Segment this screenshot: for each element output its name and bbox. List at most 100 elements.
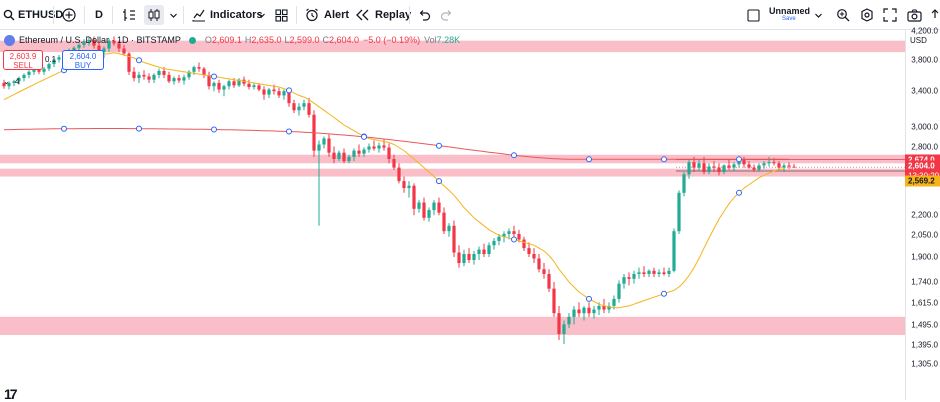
candle-body xyxy=(177,78,181,81)
price-axis[interactable]: USD 4,200.0 3,800.0 3,400.0 3,000.0 2,800.0 2… xyxy=(905,27,940,400)
candle-body xyxy=(87,39,91,42)
candle-body xyxy=(412,185,416,209)
indicators-button[interactable]: Indicators xyxy=(192,0,263,30)
price-axis-tick-label: 3,400.0 xyxy=(911,86,938,96)
layout-save-status[interactable]: Save xyxy=(782,16,796,22)
redo-button[interactable] xyxy=(440,0,453,30)
indicator-count: 4 xyxy=(14,77,20,86)
price-axis-tick-label: 3,800.0 xyxy=(911,55,938,64)
ma-marker xyxy=(436,142,442,149)
market-status-icon[interactable] xyxy=(188,36,196,44)
layout-dropdown[interactable] xyxy=(814,0,823,30)
candle-body xyxy=(602,305,606,310)
toolbar-divider xyxy=(296,6,297,24)
candle-body xyxy=(217,82,221,90)
candle-body xyxy=(632,273,636,279)
quick-search-button[interactable] xyxy=(836,0,850,30)
candle-body xyxy=(172,78,176,82)
currency-label[interactable]: USD xyxy=(910,36,927,45)
bar-style-button[interactable] xyxy=(122,0,136,30)
price-chart[interactable] xyxy=(0,30,905,400)
candle-body xyxy=(302,103,306,107)
candle-body xyxy=(207,74,211,87)
candle-body xyxy=(282,91,286,96)
candles-style-button[interactable] xyxy=(144,5,164,25)
candle-body xyxy=(12,81,16,83)
candle-body xyxy=(662,272,666,274)
indicators-dropdown[interactable] xyxy=(257,0,266,30)
candle-body xyxy=(577,309,581,314)
candle-body xyxy=(427,210,431,218)
layouts-button[interactable] xyxy=(275,0,288,30)
chart-legend: Ethereum / U.S. Dollar · 1D · BITSTAMP O… xyxy=(4,33,460,47)
candle-body xyxy=(197,67,201,69)
price-axis-tick-label: 1,900.0 xyxy=(911,252,938,262)
candle-body xyxy=(707,166,711,173)
moving-average-fast-line xyxy=(3,52,785,309)
candle-body xyxy=(347,156,351,162)
candle-body xyxy=(202,68,206,75)
toolbar-divider xyxy=(183,6,184,24)
tradingview-logo[interactable]: 17 xyxy=(4,386,18,402)
volume-label: Vol xyxy=(424,35,437,45)
candle-body xyxy=(747,164,751,168)
symbol-label: ETHUSD xyxy=(18,9,64,21)
candle-body xyxy=(667,270,671,274)
candle-body xyxy=(727,165,731,168)
candle-body xyxy=(322,138,326,145)
interval-button[interactable]: D xyxy=(95,0,103,30)
alert-button[interactable]: Alert xyxy=(305,0,349,30)
candle-body xyxy=(297,106,301,111)
candles-icon xyxy=(147,8,161,22)
search-icon xyxy=(3,9,15,21)
price-axis-tick-label: 2,050.0 xyxy=(911,230,938,240)
replay-button[interactable]: Replay xyxy=(356,0,411,30)
candle-body xyxy=(452,225,456,253)
candle-body xyxy=(247,83,251,88)
sell-label: SELL xyxy=(13,61,33,70)
symbol-title[interactable]: Ethereum / U.S. Dollar · 1D · BITSTAMP xyxy=(19,35,181,45)
layout-selector[interactable] xyxy=(747,0,760,30)
price-zone xyxy=(0,316,905,335)
symbol-search-button[interactable]: ETHUSD xyxy=(3,0,63,30)
candle-body xyxy=(782,165,786,168)
compare-symbol-button[interactable] xyxy=(62,0,76,30)
toolbar-divider xyxy=(409,6,410,24)
indicators-label: Indicators xyxy=(210,9,263,21)
candle-body xyxy=(482,249,486,254)
candle-body xyxy=(742,160,746,165)
moving-average-slow-line xyxy=(3,128,789,160)
candle-body xyxy=(527,248,531,254)
candle-body xyxy=(277,91,281,96)
undo-button[interactable] xyxy=(418,0,431,30)
candle-body xyxy=(372,146,376,149)
open-value: 2,609.1 xyxy=(211,35,242,45)
candle-body xyxy=(237,79,241,86)
candle-body xyxy=(327,138,331,153)
ethereum-logo-icon xyxy=(4,34,15,46)
candle-body xyxy=(147,76,151,80)
candle-body xyxy=(592,309,596,314)
candle-body xyxy=(392,158,396,168)
candle-body xyxy=(502,233,506,237)
candle-body xyxy=(192,67,196,72)
candle-body xyxy=(267,89,271,95)
sell-button[interactable]: 2,603.9 SELL xyxy=(3,50,43,70)
fullscreen-button[interactable] xyxy=(883,0,897,30)
toolbar-divider xyxy=(112,6,113,24)
candle-body xyxy=(612,298,616,306)
share-icon xyxy=(930,8,940,22)
candle-body xyxy=(652,270,656,274)
chart-type-dropdown[interactable] xyxy=(169,0,178,30)
layout-name[interactable]: Unnamed xyxy=(769,6,811,16)
publish-button[interactable] xyxy=(930,0,940,30)
settings-button[interactable] xyxy=(860,0,874,30)
indicators-collapse-button[interactable]: ⌄ 4 xyxy=(3,77,19,86)
ma-marker xyxy=(286,87,292,94)
chart-canvas[interactable] xyxy=(0,30,905,400)
candle-body xyxy=(342,152,346,162)
buy-button[interactable]: 2,604.0 BUY xyxy=(62,50,104,70)
open-label: O xyxy=(204,35,212,45)
candle-body xyxy=(512,231,516,234)
snapshot-button[interactable] xyxy=(907,0,922,30)
